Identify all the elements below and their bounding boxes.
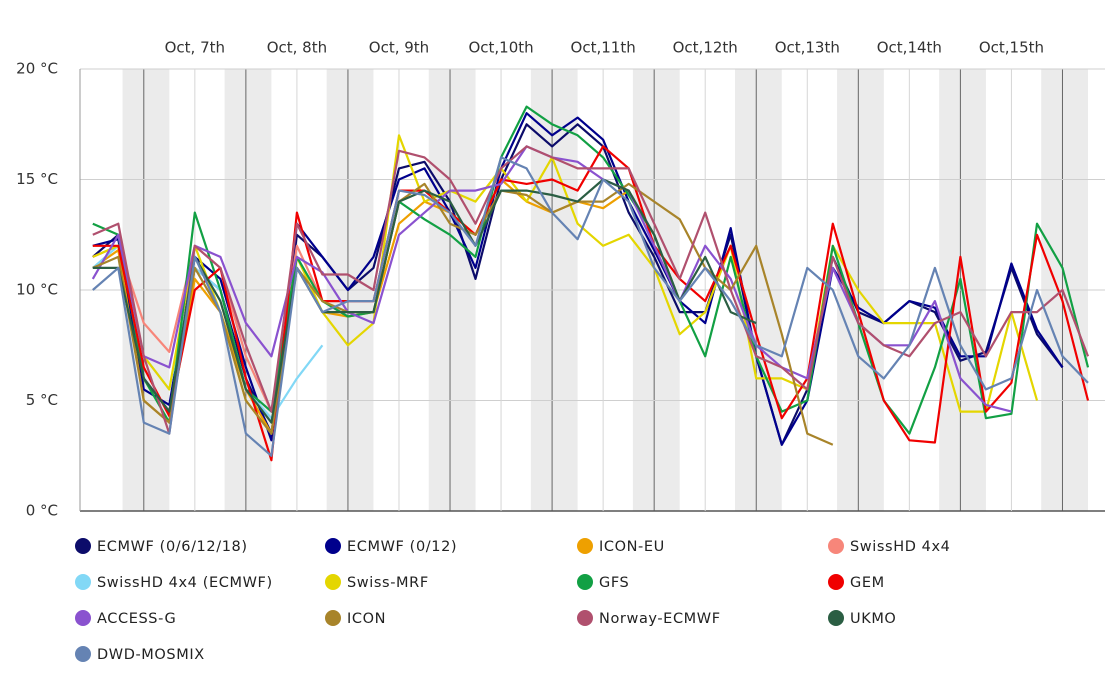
legend: ECMWF (0/6/12/18) ECMWF (0/12) ICON-EU Swis… — [75, 538, 951, 663]
legend-label: SwissHD 4x4 (ECMWF) — [97, 575, 273, 591]
legend-marker — [828, 538, 844, 554]
legend-marker — [325, 610, 341, 626]
legend-label: ECMWF (0/12) — [347, 539, 457, 555]
grid: 0 °C 5 °C 10 °C 15 °C 20 °C Oct, 7th Oct, 8th O… — [16, 39, 1105, 520]
legend-label: ICON — [347, 611, 386, 627]
legend-marker — [75, 610, 91, 626]
legend-marker — [75, 538, 91, 554]
legend-marker — [75, 574, 91, 590]
series-line — [92, 145, 1090, 435]
x-tick-label: Oct,15th — [979, 39, 1044, 57]
legend-marker — [577, 538, 593, 554]
series-line — [92, 178, 757, 424]
legend-label: ECMWF (0/6/12/18) — [97, 539, 248, 555]
legend-label: GEM — [850, 575, 885, 591]
legend-label: DWD-MOSMIX — [97, 647, 205, 663]
x-tick-label: Oct, 8th — [267, 39, 327, 57]
x-tick-label: Oct,14th — [877, 39, 942, 57]
x-tick-label: Oct,12th — [673, 39, 738, 57]
x-tick-label: Oct, 7th — [165, 39, 225, 57]
y-tick-label: 0 °C — [26, 502, 58, 520]
y-tick-label: 15 °C — [16, 170, 58, 188]
legend-label: ACCESS-G — [97, 611, 176, 627]
series-line — [92, 112, 1064, 446]
legend-marker — [325, 538, 341, 554]
legend-label: SwissHD 4x4 — [850, 539, 951, 555]
legend-marker — [828, 574, 844, 590]
legend-label: Swiss-MRF — [347, 575, 429, 591]
legend-marker — [577, 610, 593, 626]
legend-label: UKMO — [850, 611, 896, 627]
y-tick-label: 5 °C — [26, 391, 58, 409]
lines — [91, 105, 1090, 462]
legend-label: Norway-ECMWF — [599, 611, 721, 627]
legend-marker — [325, 574, 341, 590]
series-line — [92, 156, 1089, 457]
legend-label: GFS — [599, 575, 629, 591]
y-tick-label: 10 °C — [16, 281, 58, 299]
legend-marker — [577, 574, 593, 590]
x-tick-label: Oct,11th — [571, 39, 636, 57]
x-tick-label: Oct, 9th — [369, 39, 429, 57]
legend-label: ICON-EU — [599, 539, 665, 555]
series-line — [92, 105, 1090, 435]
legend-marker — [75, 646, 91, 662]
x-tick-label: Oct,13th — [775, 39, 840, 57]
legend-marker — [828, 610, 844, 626]
x-tick-label: Oct,10th — [468, 39, 533, 57]
y-tick-label: 20 °C — [16, 60, 58, 78]
